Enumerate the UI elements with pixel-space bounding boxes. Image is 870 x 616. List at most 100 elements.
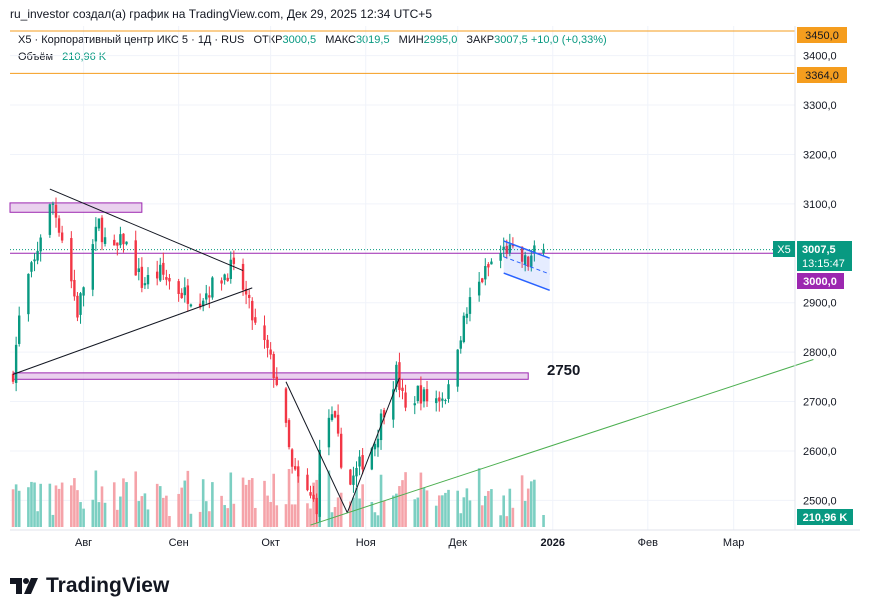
candle-body	[520, 246, 524, 262]
candle-body	[189, 304, 193, 307]
volume-bar	[73, 478, 76, 527]
volume-bar	[511, 507, 515, 527]
volume-bar	[477, 468, 481, 527]
candle-body	[542, 249, 545, 254]
candle-body	[211, 277, 214, 298]
candle-body	[315, 497, 318, 515]
volume-bar	[306, 503, 309, 527]
candle-body	[159, 264, 162, 281]
volume-badge[interactable]: 210,96 K	[797, 509, 853, 525]
candle-body	[505, 245, 508, 254]
symbol-line[interactable]: X5 · Корпоративный центр ИКС 5 · 1Д · RU…	[18, 34, 245, 46]
candle-body	[125, 241, 128, 245]
candle-body	[502, 246, 505, 250]
support-resistance-zone	[12, 372, 529, 380]
candle-body	[266, 339, 269, 348]
volume-bar	[168, 516, 171, 527]
volume-bar	[180, 487, 184, 527]
volume-bar	[140, 496, 144, 527]
candle-body	[146, 275, 150, 285]
volume-bar	[112, 482, 116, 527]
candle-body	[223, 274, 226, 281]
volume-value: 210,96 K	[62, 51, 107, 63]
candle-body	[113, 239, 116, 246]
channel-mid-line	[503, 256, 550, 275]
candle-body	[91, 244, 94, 290]
volume-bar	[27, 487, 30, 527]
tradingview-logo[interactable]: TradingView	[10, 574, 169, 598]
candle-body	[361, 455, 364, 470]
candle-body	[251, 300, 254, 321]
candle-body	[441, 398, 444, 401]
candle-body	[220, 280, 223, 284]
volume-bar	[51, 514, 55, 527]
volume-bar	[70, 485, 73, 527]
badge-3450[interactable]: 3450,0	[797, 27, 847, 43]
volume-bar	[226, 508, 230, 527]
candle-body	[122, 233, 125, 245]
tradingview-logo-icon	[10, 576, 40, 596]
candle-body	[401, 387, 404, 391]
volume-bar	[398, 486, 401, 527]
candle-body	[82, 287, 85, 296]
candle-body	[30, 262, 33, 272]
candle-body	[100, 217, 104, 243]
volume-bar	[155, 483, 159, 527]
volume-bar	[116, 509, 119, 527]
volume-bar	[76, 490, 79, 527]
price-tick-label: 3400,0	[803, 51, 837, 63]
candle-body	[459, 340, 462, 349]
last-price-badge[interactable]: 3007,5 13:15:47	[797, 241, 852, 271]
volume-label[interactable]: Объём	[18, 51, 54, 63]
candle-body	[177, 281, 180, 294]
volume-bar	[441, 495, 444, 527]
high-value: 3019,5	[355, 34, 390, 46]
candle-body	[254, 317, 257, 323]
volume-bar	[103, 502, 107, 527]
volume-bar	[266, 495, 269, 527]
candle-body	[97, 218, 101, 229]
candle-body	[247, 294, 251, 298]
volume-bar	[36, 511, 39, 527]
candle-body	[352, 475, 355, 485]
time-tick-label: Фев	[638, 537, 658, 549]
candle-body	[527, 256, 530, 267]
candle-body	[229, 259, 232, 279]
candle-body	[398, 362, 401, 390]
volume-bar	[33, 482, 36, 527]
volume-bar	[60, 482, 64, 527]
change-value: +10,0 (+0,33%)	[530, 34, 607, 46]
candle-body	[382, 410, 386, 418]
time-tick-label: Ноя	[356, 537, 376, 549]
candle-body	[312, 494, 315, 500]
volume-bar	[162, 497, 165, 527]
candle-body	[419, 385, 423, 404]
volume-bar	[198, 511, 202, 527]
volume-bar	[339, 492, 343, 527]
candle-body	[438, 397, 441, 402]
badge-3000-text: 3000,0	[803, 276, 837, 288]
price-tick-label: 3100,0	[803, 199, 837, 211]
badge-3364[interactable]: 3364,0	[797, 67, 847, 83]
close-label: ЗАКР	[466, 34, 495, 46]
candle-body	[444, 399, 447, 401]
candle-body	[435, 398, 438, 404]
symbol-badge[interactable]: X5	[773, 241, 795, 257]
trendlines	[12, 188, 814, 526]
time-tick-label: 2026	[541, 537, 565, 549]
candle-body	[370, 448, 374, 470]
volume-bar	[82, 508, 85, 527]
candle-body	[162, 262, 165, 275]
low-value: 2995,0	[423, 34, 458, 46]
candle-body	[413, 403, 416, 406]
candle-body	[165, 277, 168, 280]
volume-bar	[100, 486, 104, 527]
volume-bar	[125, 482, 128, 527]
candle-body	[186, 285, 190, 304]
volume-bar	[293, 504, 297, 527]
trendline	[310, 359, 814, 526]
badge-3000[interactable]: 3000,0	[797, 273, 844, 289]
price-badges: 3450,0 3364,0 X5 3007,5 13:15:47 3000,0 …	[773, 27, 853, 525]
candle-body	[499, 253, 502, 261]
